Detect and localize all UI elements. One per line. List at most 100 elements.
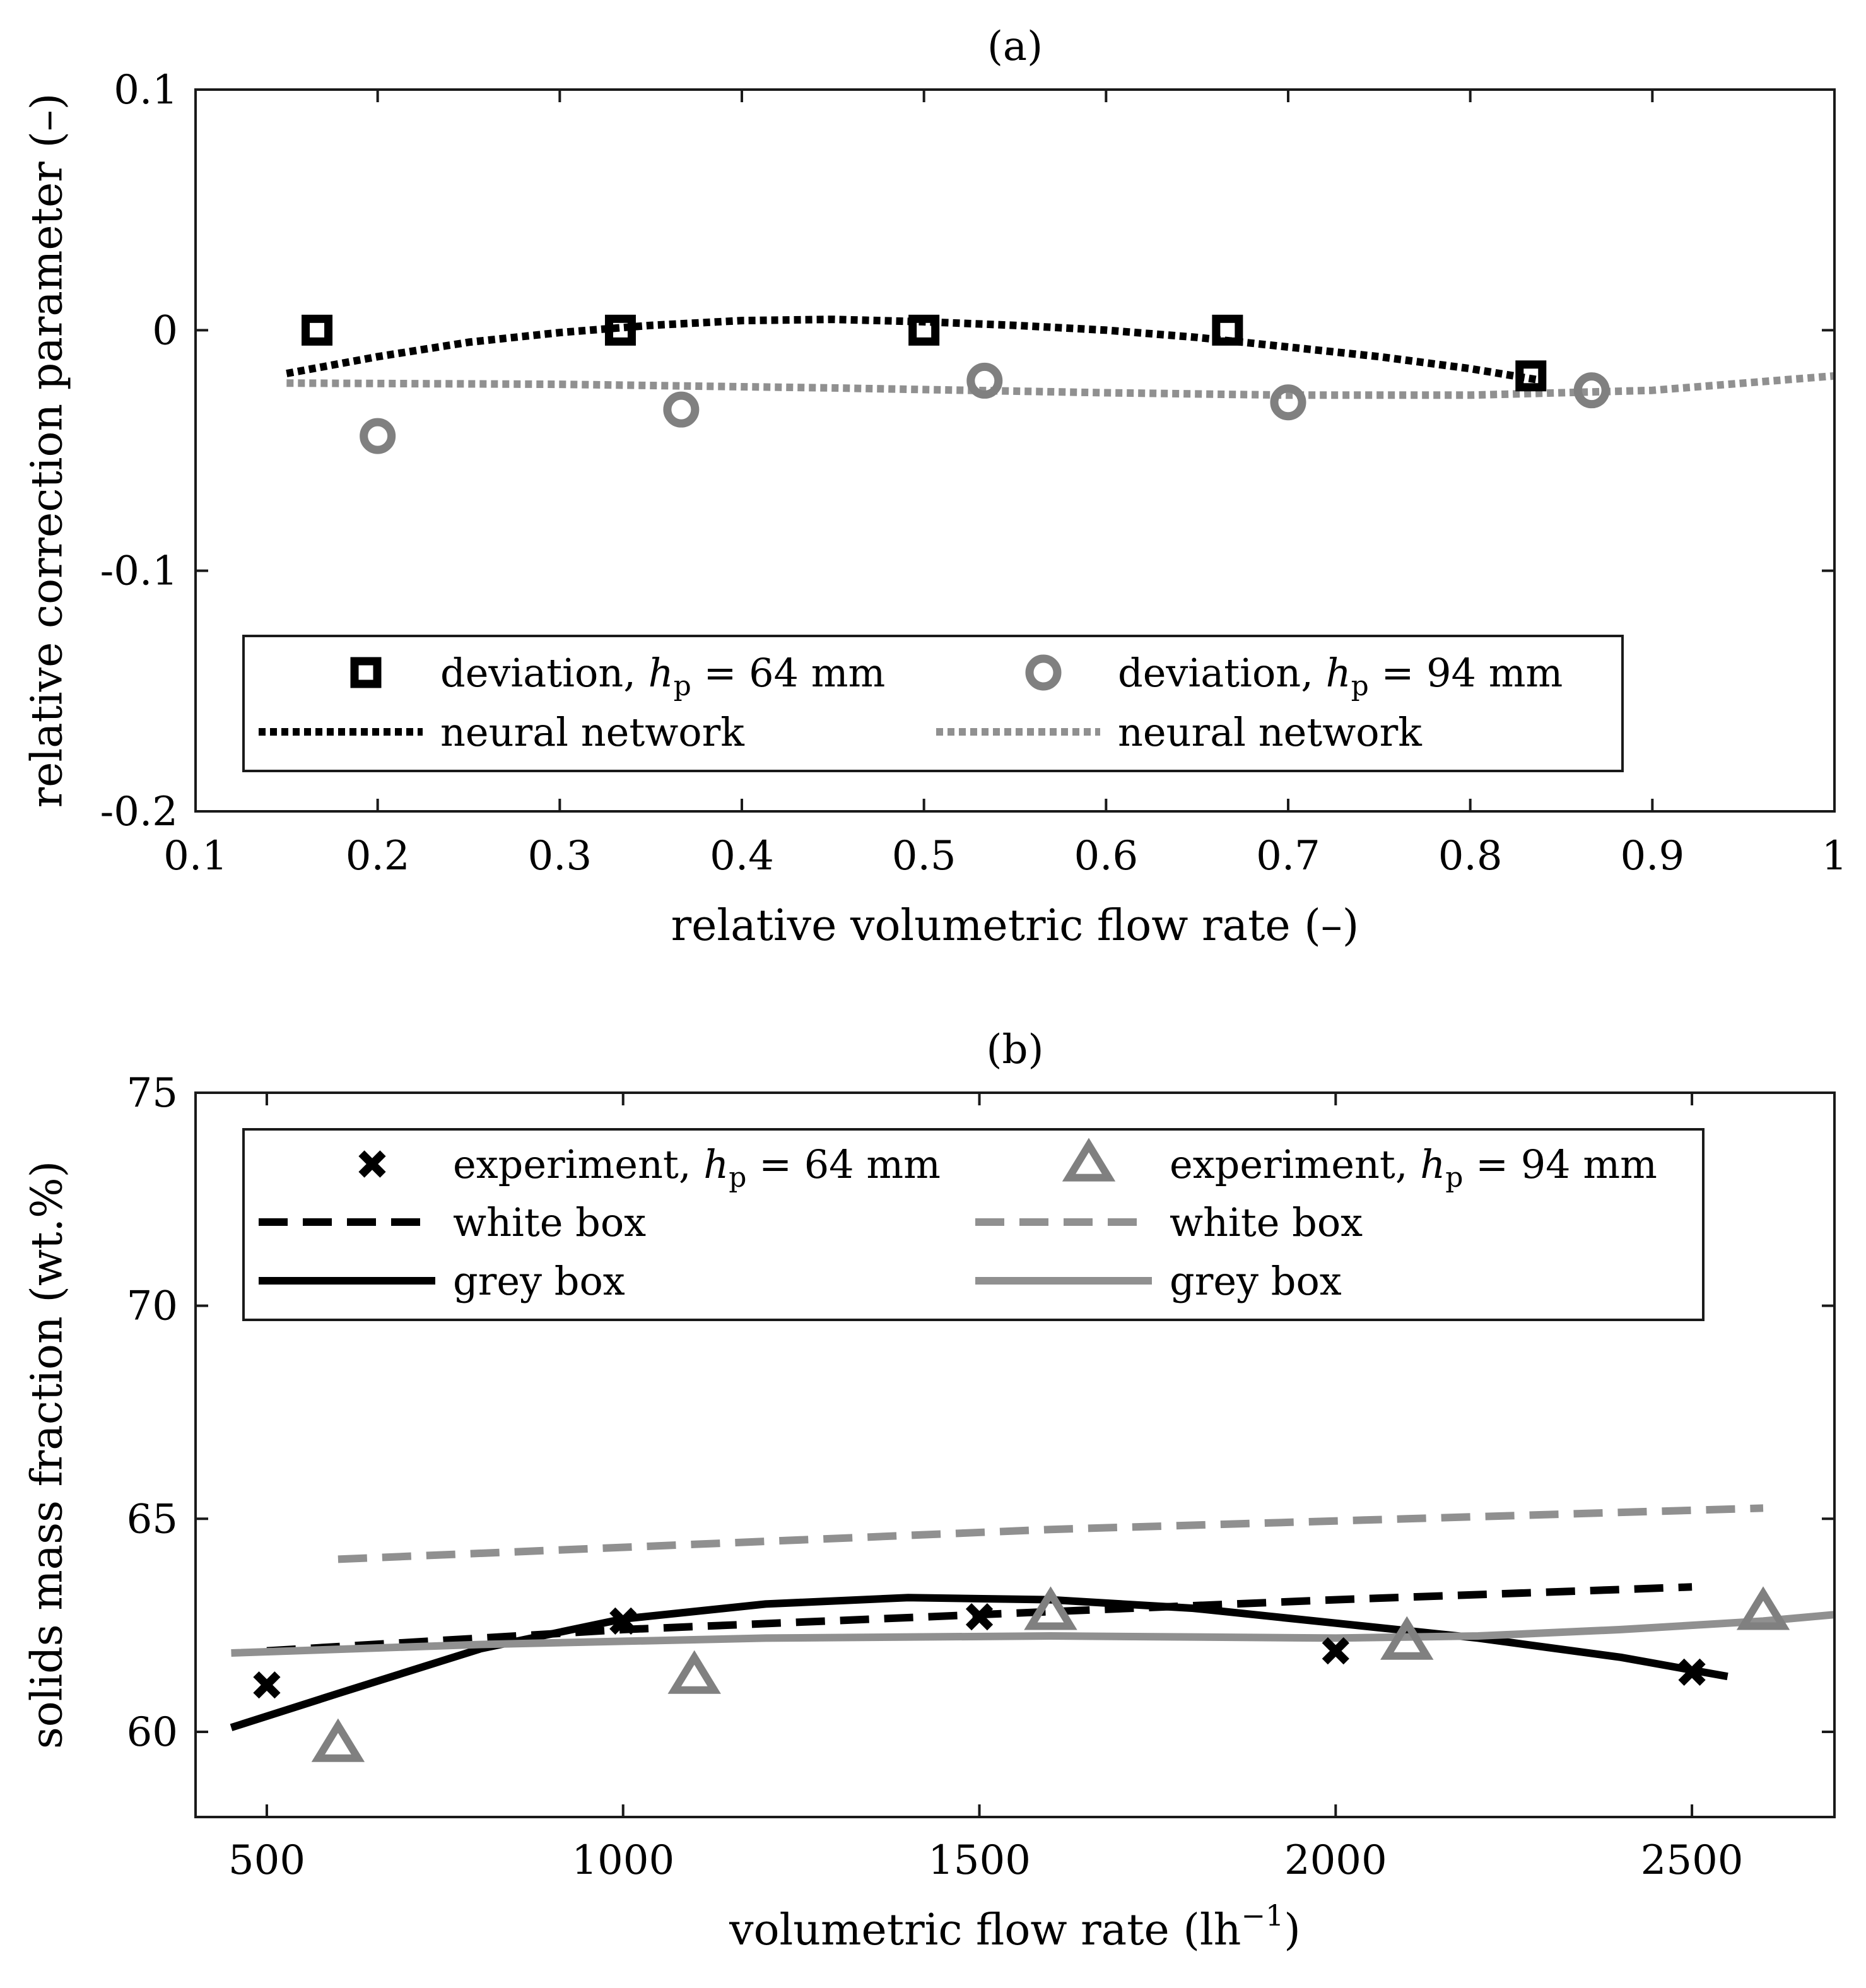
y-tick-label: 60: [127, 1709, 178, 1756]
legend-label: neural network: [440, 709, 744, 755]
legend-label-text: white box: [1170, 1199, 1363, 1245]
data-point-x: [253, 1671, 281, 1699]
legend-box: [242, 635, 1624, 772]
legend-marker-x: [358, 1150, 386, 1178]
series-line-grey-box-4: [230, 1594, 1728, 1731]
x-axis-label: relative volumetric flow rate (–): [671, 901, 1359, 951]
legend-label-sub: p: [1445, 1162, 1463, 1194]
data-point-square: [908, 314, 940, 346]
legend: experiment, hp = 64 mm experiment, hp = 9…: [242, 1128, 1705, 1321]
data-point-square: [1515, 360, 1547, 392]
legend-label-math: h: [703, 1141, 729, 1187]
y-tick-label: 0: [152, 307, 178, 354]
legend-label-math: h: [648, 650, 674, 696]
data-point-circle: [966, 362, 1003, 399]
y-tick-label: -0.2: [100, 789, 178, 835]
legend-marker-circle: [1025, 654, 1062, 691]
x-tick-label: 0.4: [710, 833, 774, 879]
data-point-triangle: [1736, 1586, 1790, 1630]
legend-label: white box: [453, 1199, 646, 1245]
legend-label-sub: p: [729, 1162, 746, 1194]
legend-label: deviation, hp = 64 mm: [440, 650, 885, 702]
data-point-square: [1212, 314, 1243, 346]
x-tick-label: 0.8: [1438, 833, 1503, 879]
legend-label-text: deviation,: [440, 650, 648, 696]
chart-a: (a) 0.1 0.2 0.3 0.4 0.5 0.6 0.7 0.8 0.9 1 -0.2 -0.1 0…: [23, 23, 1848, 951]
legend-label-text: neural network: [440, 709, 744, 755]
data-point-triangle: [1380, 1616, 1434, 1660]
x-axis-label: volumetric flow rate (lh−1): [729, 1898, 1301, 1955]
y-tick-label: 70: [127, 1283, 178, 1330]
x-tick-label: 0.2: [346, 833, 410, 879]
x-tick-label: 0.3: [527, 833, 592, 879]
x-axis-label-end: ): [1284, 1905, 1301, 1955]
data-point-x: [609, 1607, 637, 1635]
data-point-triangle: [1024, 1586, 1077, 1630]
data-point-square: [302, 314, 333, 346]
x-tick-label: 0.1: [163, 833, 228, 879]
legend-label-text: grey box: [453, 1258, 625, 1304]
x-tick-label: 0.9: [1620, 833, 1684, 879]
legend-label-math: h: [1326, 650, 1351, 696]
x-tick-label: 0.5: [892, 833, 956, 879]
legend-label-math: h: [1420, 1141, 1445, 1187]
legend-label: white box: [1170, 1199, 1363, 1245]
y-tick-label: 65: [127, 1496, 178, 1543]
x-tick-label: 1: [1822, 833, 1848, 879]
legend-label-rest: = 64 mm: [746, 1141, 941, 1187]
x-tick-label: 0.6: [1074, 833, 1138, 879]
y-axis-label: relative correction parameter (–): [23, 93, 73, 808]
plot-area: [286, 314, 1834, 454]
data-point-circle: [663, 391, 700, 428]
data-point-x: [1678, 1658, 1706, 1686]
chart-title: (b): [987, 1026, 1044, 1073]
legend-label: neural network: [1118, 709, 1422, 755]
y-axis-label: solids mass fraction (wt.%): [23, 1161, 73, 1749]
legend-label-text: experiment,: [453, 1141, 703, 1187]
data-point-circle: [1573, 372, 1610, 409]
data-point-x: [965, 1603, 994, 1631]
y-tick-label: 0.1: [114, 67, 178, 114]
legend: deviation, hp = 64 mm deviation, hp = 94 …: [242, 635, 1624, 772]
x-axis-label-text: volumetric flow rate (lh: [729, 1905, 1241, 1955]
plot-area: [230, 1504, 1834, 1762]
x-tick-label: 500: [228, 1837, 305, 1884]
data-point-triangle: [311, 1718, 365, 1762]
legend-label: experiment, hp = 94 mm: [1170, 1141, 1657, 1194]
data-point-square: [604, 314, 636, 346]
legend-label-rest: = 94 mm: [1463, 1141, 1657, 1187]
axes-box: [194, 88, 1836, 813]
legend-label-sub: p: [1351, 670, 1369, 702]
axes-box: [194, 1091, 1836, 1818]
legend-label: deviation, hp = 94 mm: [1118, 650, 1563, 702]
y-tick-label: 75: [127, 1070, 178, 1117]
x-axis-label-sup: −1: [1241, 1898, 1284, 1932]
y-tick-label: -0.1: [100, 548, 178, 595]
legend-box: [242, 1128, 1705, 1321]
series-line-white-box-3: [337, 1504, 1764, 1563]
legend-marker-triangle: [1062, 1138, 1116, 1182]
legend-label-text: deviation,: [1118, 650, 1326, 696]
legend-label-text: experiment,: [1170, 1141, 1420, 1187]
legend-label-text: grey box: [1170, 1258, 1342, 1304]
chart-b: (b) 500 1000 1500 2000 2500 60 65 70 75 volumetric…: [23, 1026, 1836, 1955]
legend-label: grey box: [1170, 1258, 1342, 1304]
data-point-circle: [1270, 384, 1306, 421]
x-tick-label: 2000: [1284, 1837, 1387, 1884]
legend-label-sub: p: [674, 670, 691, 702]
legend-marker-square: [350, 657, 382, 688]
chart-title: (a): [987, 23, 1043, 70]
series-line-grey-box-5: [231, 1611, 1834, 1657]
legend-label-rest: = 64 mm: [691, 650, 886, 696]
x-tick-label: 0.7: [1256, 833, 1320, 879]
data-point-circle: [360, 418, 396, 454]
legend-label: grey box: [453, 1258, 625, 1304]
series-line-neural-network-3: [286, 372, 1834, 399]
x-tick-label: 1000: [572, 1837, 674, 1884]
x-axis-label-text: relative volumetric flow rate (–): [671, 901, 1359, 951]
legend-label-text: neural network: [1118, 709, 1422, 755]
x-tick-label: 1500: [928, 1837, 1031, 1884]
legend-label: experiment, hp = 64 mm: [453, 1141, 941, 1194]
legend-label-text: white box: [453, 1199, 646, 1245]
